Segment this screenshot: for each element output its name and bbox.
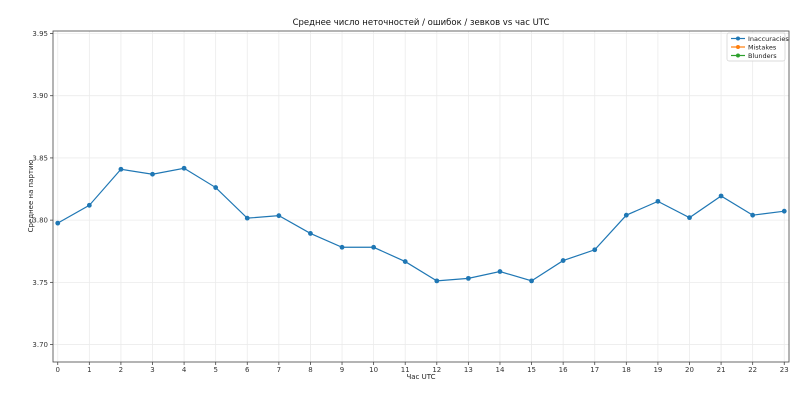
- data-point: [86, 202, 92, 208]
- x-tick-label: 17: [590, 366, 599, 374]
- legend-item-blunders: Blunders: [731, 52, 777, 60]
- x-tick-label: 23: [780, 366, 789, 374]
- data-point: [718, 193, 724, 199]
- x-axis: 0 1 2 3 4 5 6 7 8 9 10 11 12 13 14 15 16 17 18 19 20 21 22 23: [56, 362, 789, 374]
- data-point: [623, 212, 629, 218]
- series-layer: [55, 165, 787, 284]
- data-point: [402, 259, 408, 264]
- data-point: [371, 244, 377, 250]
- legend-label: Blunders: [748, 52, 777, 60]
- x-tick-label: 15: [527, 366, 536, 374]
- data-point: [434, 278, 440, 284]
- x-tick-label: 6: [245, 366, 250, 374]
- series-inaccuracies: [55, 165, 787, 284]
- data-point: [687, 215, 692, 221]
- data-point: [465, 275, 471, 281]
- x-tick-label: 4: [182, 366, 187, 374]
- x-tick-label: 1: [87, 366, 91, 374]
- data-point: [750, 212, 756, 218]
- plot-area: [52, 30, 790, 363]
- x-tick-label: 3: [150, 366, 154, 374]
- legend-item-inaccuracies: Inaccuracies: [731, 35, 789, 43]
- data-point: [655, 198, 661, 204]
- x-tick-label: 19: [653, 366, 662, 374]
- data-point: [150, 171, 155, 177]
- data-point: [55, 220, 61, 226]
- x-tick-label: 0: [56, 366, 60, 374]
- legend-label: Inaccuracies: [748, 35, 789, 43]
- x-axis-title: Час UTC: [406, 373, 435, 381]
- data-point: [118, 166, 124, 172]
- x-tick-label: 22: [748, 366, 757, 374]
- legend-marker-icon: [736, 36, 740, 41]
- x-tick-label: 8: [308, 366, 312, 374]
- legend-marker-icon: [736, 45, 740, 49]
- data-point: [781, 208, 787, 214]
- legend-item-mistakes: Mistakes: [731, 43, 777, 51]
- x-tick-label: 20: [685, 366, 694, 374]
- legend-box: [726, 32, 786, 62]
- x-tick-label: 12: [432, 366, 441, 374]
- x-tick-label: 10: [369, 366, 378, 374]
- y-tick-label: 3.70: [32, 341, 48, 349]
- legend-marker-icon: [736, 53, 740, 58]
- x-tick-label: 14: [496, 366, 505, 374]
- x-tick-label: 5: [213, 366, 217, 374]
- data-point: [497, 269, 503, 274]
- y-axis-title: Среднее на партию: [27, 159, 35, 232]
- x-tick-label: 21: [717, 366, 726, 374]
- y-tick-label: 3.95: [32, 30, 48, 38]
- y-tick-label: 3.75: [32, 279, 48, 287]
- grid-lines: [53, 31, 789, 362]
- y-tick-label: 3.90: [32, 92, 48, 100]
- data-point: [529, 278, 534, 284]
- data-point: [181, 165, 187, 171]
- data-point: [339, 244, 345, 250]
- x-tick-label: 9: [340, 366, 344, 374]
- data-point: [592, 247, 598, 253]
- y-tick-label: 3.85: [32, 154, 48, 162]
- x-tick-label: 7: [277, 366, 281, 374]
- x-tick-label: 11: [401, 366, 410, 374]
- data-point: [560, 258, 566, 263]
- x-tick-label: 18: [622, 366, 631, 374]
- x-tick-label: 2: [119, 366, 123, 374]
- y-tick-label: 3.80: [32, 217, 48, 225]
- data-point: [308, 231, 313, 236]
- y-axis: 3.70 3.75 3.80 3.85 3.90 3.95: [32, 30, 53, 349]
- chart-title: Среднее число неточностей / ошибок / зев…: [293, 18, 550, 28]
- data-point: [213, 185, 219, 190]
- data-point: [244, 215, 250, 221]
- data-point: [276, 213, 282, 219]
- x-tick-label: 16: [559, 366, 568, 374]
- x-tick-label: 13: [464, 366, 473, 374]
- legend-label: Mistakes: [748, 43, 777, 51]
